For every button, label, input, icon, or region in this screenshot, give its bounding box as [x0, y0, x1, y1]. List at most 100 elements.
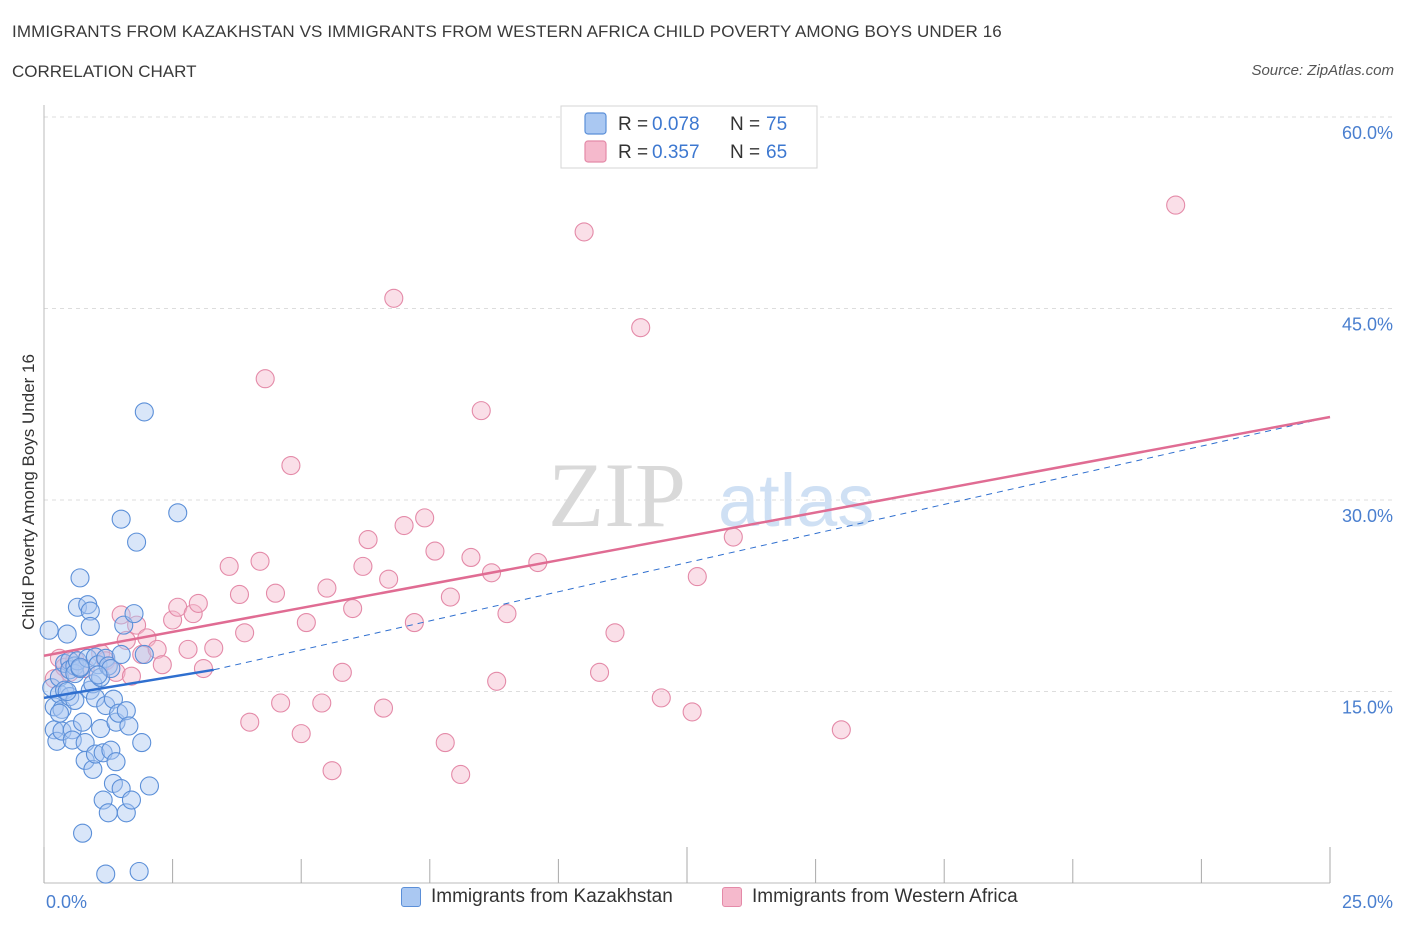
- western-africa-point-65: [723, 527, 743, 547]
- x-tick-label-max: 25.0%: [1342, 892, 1393, 912]
- western-africa-point-30: [265, 583, 286, 603]
- x-tick-label-min: 0.0%: [46, 892, 87, 912]
- kazakhstan-trend-line: [43, 668, 214, 700]
- y-tick-label-0: 15.0%: [1342, 698, 1393, 718]
- kazakhstan-point-63: [124, 604, 144, 624]
- western-africa-point-50: [440, 587, 460, 607]
- stats-swatch-pink: [584, 140, 607, 163]
- stats-r-value-2: 0.357: [652, 142, 700, 163]
- western-africa-point-15: [147, 639, 167, 659]
- stats-r-value-1: 0.078: [652, 114, 700, 135]
- western-africa-point-41: [358, 530, 378, 550]
- kazakhstan-point-0: [39, 620, 59, 640]
- source-label: Source: ZipAtlas.com: [1251, 62, 1394, 79]
- kazakhstan-point-74: [88, 665, 108, 685]
- western-africa-point-61: [631, 318, 651, 338]
- stats-n-value-2: 65: [766, 142, 787, 163]
- western-africa-point-17: [163, 610, 183, 630]
- kazakhstan-point-22: [70, 568, 90, 588]
- kazakhstan-point-72: [57, 681, 77, 702]
- y-tick-label-2: 45.0%: [1342, 315, 1393, 335]
- y-tick-labels: 15.0% 30.0% 45.0% 60.0%: [1342, 123, 1393, 718]
- kazakhstan-point-50: [103, 689, 123, 709]
- stats-r-label-2: R =: [618, 142, 648, 163]
- kazakhstan-point-2: [44, 697, 64, 717]
- western-africa-point-67: [1166, 195, 1186, 215]
- western-africa-point-44: [384, 288, 404, 308]
- western-africa-point-64: [687, 567, 707, 587]
- kazakhstan-point-69: [134, 402, 154, 422]
- western-africa-point-16: [152, 655, 172, 675]
- western-africa-point-21: [188, 593, 208, 613]
- western-africa-point-37: [322, 761, 342, 781]
- grid: [44, 116, 1392, 692]
- kazakhstan-point-30: [80, 601, 100, 621]
- kazakhstan-point-25: [73, 823, 93, 843]
- western-africa-point-28: [250, 551, 270, 571]
- kazakhstan-point-70: [168, 503, 188, 523]
- stats-n-label-2: N =: [730, 142, 760, 163]
- western-africa-point-24: [219, 556, 239, 576]
- legend-swatch-kazakhstan: [401, 887, 421, 907]
- kazakhstan-point-56: [111, 644, 131, 665]
- y-tick-label-3: 60.0%: [1342, 123, 1393, 143]
- legend-label-kazakhstan: Immigrants from Kazakhstan: [431, 886, 673, 907]
- kazakhstan-point-64: [127, 532, 147, 552]
- western-africa-point-40: [353, 556, 373, 576]
- kazakhstan-point-73: [70, 657, 90, 677]
- stats-swatch-blue: [584, 112, 607, 135]
- kazakhstan-trend-extension: [213, 416, 1331, 671]
- watermark: ZIP atlas: [548, 444, 874, 546]
- kazakhstan-point-45: [96, 864, 116, 884]
- bottom-legend: Immigrants from Kazakhstan Immigrants fr…: [0, 886, 1406, 918]
- western-africa-point-39: [343, 598, 363, 619]
- western-africa-point-52: [461, 547, 481, 568]
- western-africa-point-36: [317, 578, 337, 598]
- kazakhstan-point-68: [139, 776, 160, 796]
- western-africa-point-47: [415, 508, 435, 528]
- watermark-zip: ZIP: [548, 444, 686, 546]
- western-africa-point-22: [193, 658, 214, 679]
- kazakhstan-point-67: [134, 644, 154, 665]
- stats-legend: R = 0.078 N = 75 R = 0.357 N = 65: [560, 105, 818, 169]
- kazakhstan-point-54: [109, 703, 129, 723]
- western-africa-point-11: [121, 666, 141, 686]
- western-africa-trend-line: [43, 415, 1331, 657]
- western-africa-point-48: [425, 541, 445, 561]
- kazakhstan-point-71: [49, 703, 69, 723]
- legend-item-western-africa[interactable]: Immigrants from Western Africa: [722, 886, 1018, 908]
- kazakhstan-point-65: [129, 861, 149, 882]
- kazakhstan-point-43: [96, 648, 116, 668]
- western-africa-point-42: [373, 698, 394, 718]
- stats-r-label-1: R =: [618, 114, 648, 135]
- western-africa-point-23: [204, 638, 224, 658]
- kazakhstan-point-61: [119, 716, 139, 736]
- axes: [43, 105, 1331, 884]
- y-axis-label: Child Poverty Among Boys Under 16: [19, 354, 38, 630]
- western-africa-point-59: [590, 662, 610, 682]
- western-africa-point-25: [229, 584, 250, 605]
- western-africa-point-43: [379, 569, 399, 589]
- western-africa-point-58: [574, 222, 594, 242]
- kazakhstan-point-11: [57, 624, 77, 644]
- kazakhstan-point-42: [93, 790, 113, 810]
- kazakhstan-point-47: [98, 803, 118, 823]
- series-kazakhstan-points: [39, 402, 188, 884]
- kazakhstan-point-15: [62, 720, 82, 740]
- legend-swatch-western-africa: [722, 887, 742, 907]
- chart-title: IMMIGRANTS FROM KAZAKHSTAN VS IMMIGRANTS…: [12, 22, 1002, 41]
- kazakhstan-point-62: [121, 790, 141, 810]
- kazakhstan-point-66: [132, 733, 152, 753]
- western-africa-point-20: [183, 604, 203, 624]
- western-africa-point-60: [605, 623, 625, 643]
- legend-item-kazakhstan[interactable]: Immigrants from Kazakhstan: [401, 886, 673, 908]
- western-africa-point-49: [435, 733, 455, 753]
- y-tick-label-1: 30.0%: [1342, 506, 1393, 526]
- kazakhstan-point-34: [83, 759, 103, 779]
- kazakhstan-point-53: [106, 752, 126, 772]
- stats-n-value-1: 75: [766, 114, 787, 135]
- kazakhstan-point-49: [101, 740, 121, 760]
- kazakhstan-point-59: [116, 701, 136, 721]
- western-africa-point-55: [487, 671, 507, 691]
- western-africa-point-31: [271, 693, 291, 713]
